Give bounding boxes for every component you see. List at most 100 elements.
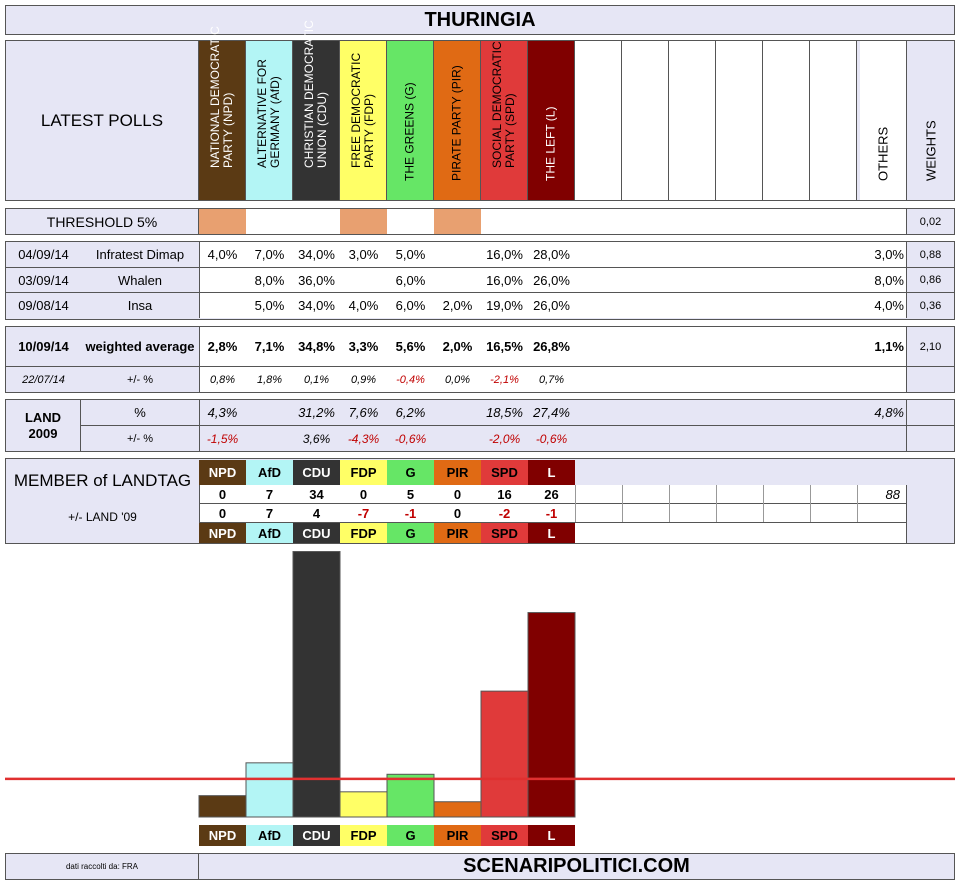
poll-value: 7,0% bbox=[254, 247, 285, 262]
party-label-bottom-fdp: FDP bbox=[340, 523, 387, 543]
party-header-pir: PIRATE PARTY (PIR) bbox=[434, 41, 481, 200]
poll-value: 28,0% bbox=[533, 247, 570, 262]
party-label-top-spd: SPD bbox=[481, 460, 528, 485]
poll-value: 3,0% bbox=[348, 247, 379, 262]
poll-value: 5,0% bbox=[395, 247, 426, 262]
landtag-label: MEMBER of LANDTAG bbox=[13, 471, 192, 490]
poll-value: 4,0% bbox=[348, 298, 379, 314]
weighted-weight: 2,10 bbox=[919, 340, 942, 353]
party-header-fdp: FREE DEMOCRATIC PARTY (FDP) bbox=[340, 41, 387, 200]
landtag-total: 88 bbox=[885, 486, 900, 502]
row-divider bbox=[199, 522, 907, 523]
party-label-top-cdu: CDU bbox=[293, 460, 340, 485]
poll-value: 5,0% bbox=[254, 298, 285, 314]
category-label: NPD bbox=[209, 828, 236, 843]
bar-fdp bbox=[339, 791, 388, 818]
category-chip-npd bbox=[199, 825, 246, 846]
poll-value bbox=[199, 268, 246, 293]
poll-date: 09/08/14 bbox=[18, 298, 69, 314]
category-label: CDU bbox=[302, 828, 330, 843]
land-label: LAND 2009 bbox=[6, 400, 81, 451]
poll-value: 19,0% bbox=[486, 298, 523, 314]
col-divider bbox=[575, 485, 576, 522]
weighted-delta: 0,1% bbox=[303, 373, 330, 386]
party-label-top-pir: PIR bbox=[434, 460, 481, 485]
page-title: THURINGIA bbox=[5, 5, 955, 35]
poll-value: 16,0% bbox=[486, 247, 523, 262]
poll-value: 4,0% bbox=[207, 247, 238, 262]
weighted-delta: -0,4% bbox=[396, 373, 425, 386]
col-divider bbox=[669, 485, 670, 522]
party-header-afd: ALTERNATIVE FOR GERMANY (AfD) bbox=[246, 41, 293, 200]
landtag-seats: 0 bbox=[453, 486, 462, 502]
row-divider bbox=[81, 425, 954, 426]
weighted-delta-label: +/- % bbox=[127, 373, 153, 386]
bar-pir bbox=[433, 801, 482, 818]
landtag-delta: -1 bbox=[404, 505, 417, 521]
party-name: NATIONAL DEMOCRATIC PARTY (NPD) bbox=[208, 26, 235, 168]
weighted-date: 10/09/14 bbox=[18, 339, 69, 354]
category-chip-pir bbox=[434, 825, 481, 846]
category-label: G bbox=[405, 828, 415, 843]
threshold-marker-npd bbox=[199, 209, 246, 234]
empty-header-column bbox=[622, 41, 669, 200]
category-label: FDP bbox=[351, 828, 377, 843]
party-label-bottom-afd: AfD bbox=[246, 523, 293, 543]
party-label-bottom-cdu: CDU bbox=[293, 523, 340, 543]
weighted-values-bg bbox=[199, 327, 907, 366]
others-header: OTHERS bbox=[860, 41, 907, 200]
poll-institute: Infratest Dimap bbox=[95, 247, 185, 262]
empty-header-column bbox=[575, 41, 622, 200]
col-divider bbox=[716, 485, 717, 522]
party-name: SOCIAL DEMOCRATIC PARTY (SPD) bbox=[490, 41, 517, 168]
col-divider bbox=[810, 485, 811, 522]
poll-value: 26,0% bbox=[533, 298, 570, 314]
empty-header-column bbox=[810, 41, 857, 200]
land-delta: -4,3% bbox=[347, 431, 380, 446]
weighted-delta: 0,0% bbox=[444, 373, 471, 386]
land-delta: 3,6% bbox=[302, 431, 331, 446]
poll-value: 6,0% bbox=[395, 272, 426, 288]
col-divider bbox=[622, 485, 623, 522]
threshold-marker-fdp bbox=[340, 209, 387, 234]
empty-header-column bbox=[763, 41, 810, 200]
landtag-delta: 4 bbox=[312, 505, 321, 521]
poll-value bbox=[434, 242, 481, 267]
land-value: 6,2% bbox=[395, 405, 426, 420]
poll-values-bg bbox=[199, 293, 907, 319]
party-name: THE LEFT (L) bbox=[543, 106, 558, 181]
poll-value bbox=[199, 293, 246, 318]
poll-value: 8,0% bbox=[254, 272, 285, 288]
poll-institute: Insa bbox=[127, 298, 153, 314]
weighted-delta: 1,8% bbox=[256, 373, 283, 386]
party-label-top-npd: NPD bbox=[199, 460, 246, 485]
party-name: FREE DEMOCRATIC PARTY (FDP) bbox=[349, 52, 376, 168]
party-header-npd: NATIONAL DEMOCRATIC PARTY (NPD) bbox=[199, 26, 246, 200]
category-chip-g bbox=[387, 825, 434, 846]
poll-value: 34,0% bbox=[298, 247, 335, 262]
poll-others: 4,0% bbox=[874, 298, 904, 314]
threshold-marker-pir bbox=[434, 209, 481, 234]
poll-value bbox=[434, 268, 481, 293]
weighted-prev-date: 22/07/14 bbox=[22, 373, 65, 386]
party-name: PIRATE PARTY (PIR) bbox=[449, 65, 464, 181]
category-chip-spd bbox=[481, 825, 528, 846]
footer-source: dati raccolti da: FRA bbox=[6, 854, 199, 879]
landtag-seats: 0 bbox=[218, 486, 227, 502]
weighted-value: 2,0% bbox=[442, 339, 473, 354]
party-label-bottom-l: L bbox=[528, 523, 575, 543]
weighted-value: 16,5% bbox=[486, 339, 523, 354]
poll-value: 2,0% bbox=[442, 298, 473, 314]
poll-others: 8,0% bbox=[874, 272, 904, 288]
land-delta bbox=[246, 426, 293, 451]
party-label-bottom-pir: PIR bbox=[434, 523, 481, 543]
poll-institute: Whalen bbox=[117, 272, 163, 288]
category-label: L bbox=[548, 828, 556, 843]
poll-others: 3,0% bbox=[874, 247, 904, 262]
land-value: 18,5% bbox=[486, 405, 523, 420]
row-divider bbox=[199, 503, 907, 504]
weighted-deltas-bg bbox=[199, 367, 907, 392]
poll-weight: 0,86 bbox=[919, 274, 942, 287]
bar-l bbox=[527, 612, 576, 818]
category-label: AfD bbox=[258, 828, 281, 843]
